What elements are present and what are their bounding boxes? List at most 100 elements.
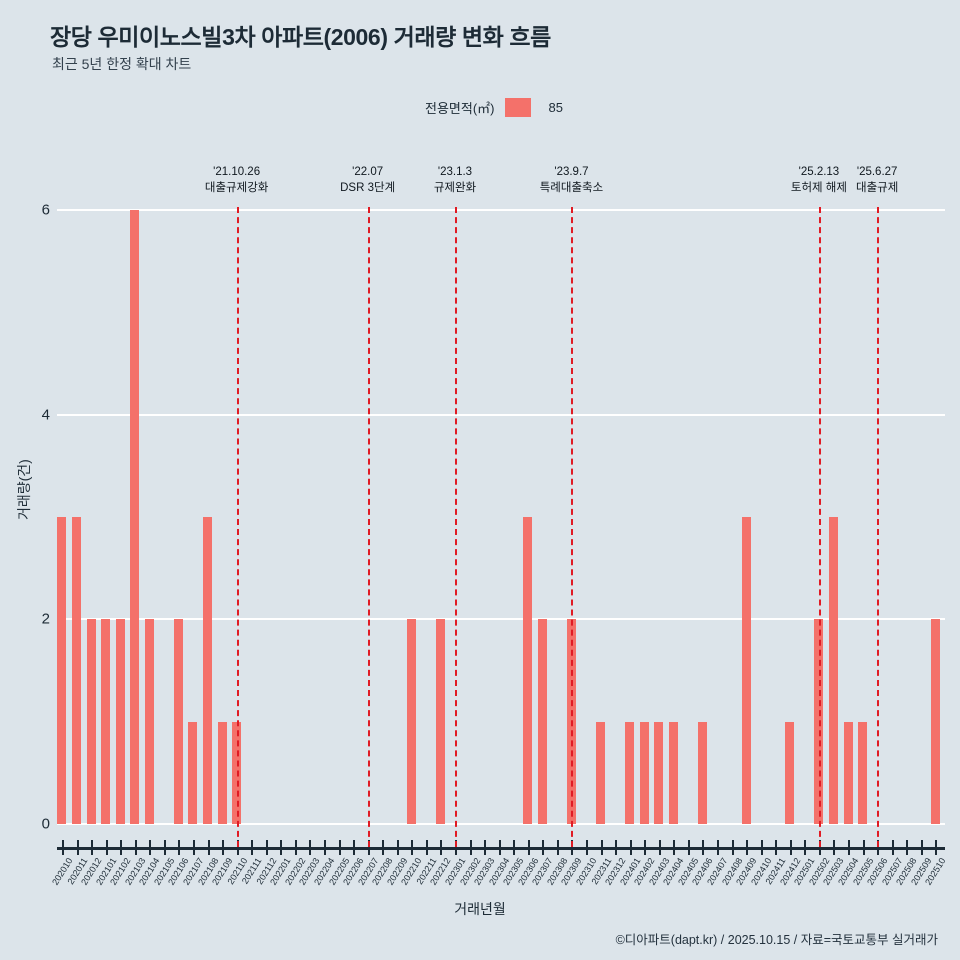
x-tick: [644, 840, 647, 855]
bar[interactable]: [144, 619, 154, 824]
x-tick: [411, 840, 414, 855]
event-line: [454, 207, 457, 847]
bar[interactable]: [741, 517, 751, 824]
x-tick: [353, 840, 356, 855]
bar[interactable]: [654, 721, 664, 824]
legend-swatch-icon: [504, 98, 531, 117]
event-annotation-date: '23.1.3: [437, 166, 473, 178]
event-annotation-date: '21.10.26: [213, 166, 261, 178]
event-annotation: '21.10.26 대출규제강화: [205, 165, 268, 197]
x-tick: [91, 840, 94, 855]
bar[interactable]: [203, 517, 213, 824]
bar[interactable]: [858, 721, 868, 824]
x-tick: [848, 840, 851, 855]
gridline: [57, 823, 945, 825]
x-tick: [935, 840, 938, 855]
x-tick: [338, 840, 341, 855]
x-tick: [615, 840, 618, 855]
event-line: [818, 207, 821, 847]
bar[interactable]: [828, 517, 838, 824]
y-tick-label: 0: [41, 815, 50, 833]
chart-subtitle: 최근 5년 한정 확대 차트: [52, 56, 192, 72]
bar[interactable]: [668, 721, 678, 824]
y-tick-label: 4: [41, 406, 50, 424]
x-tick: [454, 840, 457, 855]
x-tick: [236, 840, 239, 855]
x-tick: [702, 840, 705, 855]
bar[interactable]: [86, 619, 96, 824]
x-tick: [440, 840, 443, 855]
x-tick: [746, 840, 749, 855]
x-axis-line: [57, 847, 945, 850]
event-annotation-date: '25.6.27: [856, 166, 898, 178]
gridline: [57, 209, 945, 211]
bar[interactable]: [173, 619, 183, 824]
gridline: [57, 618, 945, 621]
x-tick: [629, 840, 632, 855]
bar[interactable]: [537, 619, 547, 824]
x-tick: [120, 840, 123, 855]
bar[interactable]: [639, 721, 649, 824]
x-tick: [382, 840, 385, 855]
x-tick: [586, 840, 588, 855]
bar[interactable]: [57, 517, 67, 824]
bar[interactable]: [930, 619, 940, 824]
x-tick: [323, 840, 326, 855]
event-annotation: '22.07 DSR 3단계: [340, 165, 395, 197]
bar[interactable]: [843, 721, 853, 824]
event-annotation-label: 대출규제강화: [204, 182, 269, 194]
x-tick: [906, 840, 909, 855]
x-tick: [469, 840, 472, 855]
x-tick: [163, 840, 166, 855]
event-annotation-label: 대출규제: [855, 182, 899, 194]
event-annotation-label: 특례대출축소: [539, 182, 604, 194]
event-line: [571, 207, 574, 847]
event-annotation-date: '22.07: [352, 166, 384, 178]
bar[interactable]: [71, 517, 81, 824]
bar[interactable]: [814, 619, 824, 824]
x-tick: [280, 840, 283, 855]
bar[interactable]: [406, 619, 416, 824]
bar[interactable]: [188, 721, 198, 824]
bar[interactable]: [130, 210, 140, 824]
x-tick: [105, 840, 108, 855]
gridline: [57, 413, 945, 416]
x-tick: [367, 840, 370, 855]
x-tick: [673, 840, 676, 855]
bar[interactable]: [523, 517, 533, 824]
event-annotation: '23.1.3 규제완화: [434, 165, 476, 197]
x-tick: [178, 840, 181, 855]
legend-entry-85: 85: [548, 100, 563, 115]
event-annotation-date: '25.2.13: [798, 166, 840, 178]
x-tick: [396, 840, 399, 855]
x-tick: [309, 840, 312, 855]
bar[interactable]: [115, 619, 125, 824]
y-axis-title: 거래량(건): [16, 459, 32, 520]
footer-credit: ©디아파트(dapt.kr) / 2025.10.15 / 자료=국토교통부 실…: [615, 933, 938, 947]
x-tick: [804, 840, 807, 855]
bar[interactable]: [435, 619, 445, 824]
x-tick: [818, 840, 821, 855]
x-tick: [484, 840, 487, 855]
x-tick: [731, 840, 734, 855]
plot-area: [57, 209, 945, 825]
x-tick: [775, 840, 778, 855]
legend: 전용면적(㎡) 85: [425, 98, 563, 117]
y-tick-label: 2: [41, 610, 50, 628]
bar[interactable]: [566, 619, 576, 824]
x-tick: [862, 840, 865, 855]
event-annotation: '23.9.7 특례대출축소: [540, 165, 603, 197]
x-tick: [222, 840, 225, 855]
x-tick: [542, 840, 545, 855]
bar[interactable]: [217, 721, 227, 824]
bar[interactable]: [596, 721, 606, 824]
event-line: [367, 207, 370, 847]
x-tick: [134, 840, 137, 855]
bar[interactable]: [785, 721, 795, 824]
x-tick: [149, 840, 152, 855]
bar[interactable]: [697, 721, 707, 824]
x-tick: [687, 840, 690, 855]
bar[interactable]: [101, 619, 111, 824]
bar[interactable]: [625, 721, 635, 824]
